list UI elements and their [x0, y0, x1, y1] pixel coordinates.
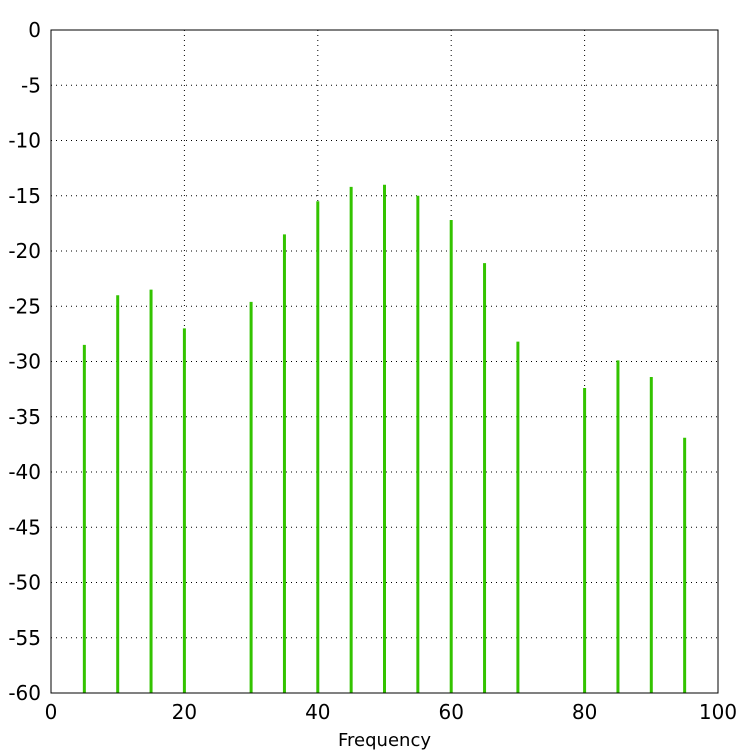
- y-tick-label: -5: [21, 73, 41, 97]
- x-tick-label: 100: [699, 700, 737, 724]
- y-tick-label: -60: [8, 681, 41, 705]
- y-tick-label: -50: [8, 571, 41, 595]
- x-axis-ticks: 0 20 40 60 80 100: [45, 700, 737, 724]
- y-tick-label: -45: [8, 515, 41, 539]
- x-axis-label: Frequency: [338, 730, 431, 750]
- plot-frame: [50, 29, 719, 694]
- y-tick-label: -10: [8, 129, 41, 153]
- y-tick-label: -20: [8, 239, 41, 263]
- x-tick-label: 40: [305, 700, 330, 724]
- y-tick-label: -35: [8, 405, 41, 429]
- y-axis-ticks: 0 -5 -10 -15 -20 -25 -30 -35 -40 -45 -50 -55 -60: [8, 18, 41, 705]
- x-tick-label: 80: [572, 700, 597, 724]
- y-tick-label: -55: [8, 626, 41, 650]
- y-tick-label: -40: [8, 460, 41, 484]
- y-tick-label: -15: [8, 184, 41, 208]
- y-tick-label: 0: [28, 18, 41, 42]
- data-stems: [82, 184, 687, 693]
- x-tick-label: 20: [172, 700, 197, 724]
- x-tick-label: 60: [438, 700, 463, 724]
- x-tick-label: 0: [45, 700, 58, 724]
- y-tick-label: -30: [8, 350, 41, 374]
- y-tick-label: -25: [8, 294, 41, 318]
